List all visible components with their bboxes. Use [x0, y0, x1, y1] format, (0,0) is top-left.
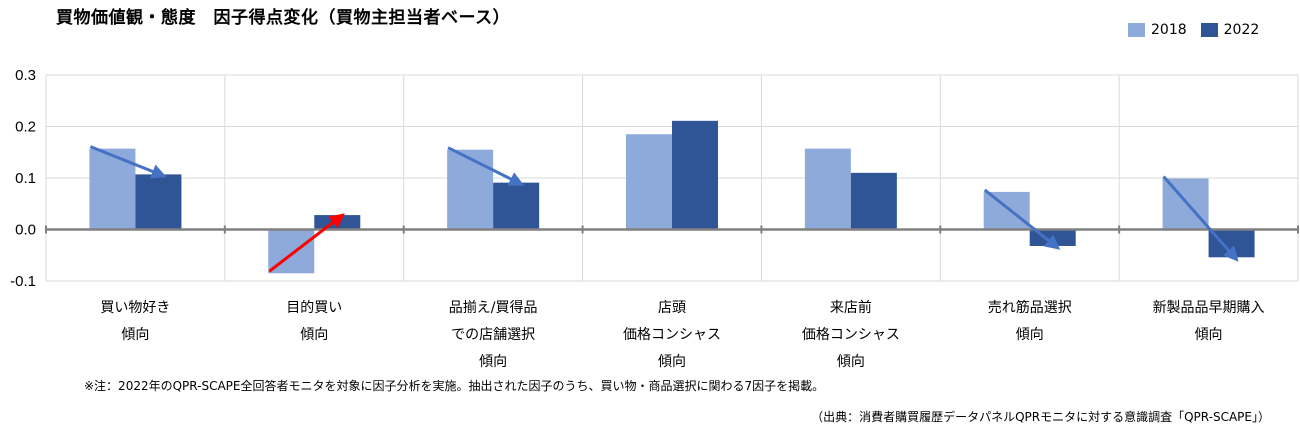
category-label: 店頭 [658, 300, 686, 316]
category-label: 価格コンシャス [623, 327, 721, 343]
category-label: 傾向 [121, 327, 149, 343]
legend-label-2022: 2022 [1223, 22, 1260, 38]
y-tick-label: 0.0 [15, 222, 36, 239]
category-label: 目的買い [286, 300, 342, 316]
category-label: 品揃え/買得品 [449, 299, 538, 316]
legend-item-2018: 2018 [1128, 22, 1187, 38]
source-note: （出典：消費者購買履歴データパネルQPRモニタに対する意識調査「QPR-SCAP… [811, 410, 1270, 424]
bar-2018-2 [447, 149, 494, 230]
change-arrow-5 [983, 188, 1061, 250]
y-tick-label: 0.3 [15, 67, 36, 84]
category-label: 新製品品早期購入 [1153, 300, 1265, 316]
category-label: 傾向 [1195, 327, 1223, 343]
category-label: 傾向 [479, 354, 507, 370]
y-tick-label: 0.2 [15, 119, 36, 136]
bar-2022-0 [135, 174, 182, 230]
category-label: 買い物好き [100, 300, 170, 316]
bar-2022-1 [314, 215, 361, 230]
category-label: 傾向 [837, 354, 865, 370]
category-label: 傾向 [1016, 327, 1044, 343]
legend-label-2018: 2018 [1151, 22, 1187, 38]
legend: 2018 2022 [1128, 22, 1273, 38]
legend-swatch-2018 [1128, 23, 1145, 37]
chart-title: 買物価値観・態度 因子得点変化（買物主担当者ベース） [56, 8, 511, 28]
change-arrow-0 [89, 145, 167, 179]
category-label: 価格コンシャス [802, 327, 900, 343]
category-label: 売れ筋品選択 [988, 299, 1072, 316]
y-tick-label: 0.1 [15, 170, 36, 187]
category-label: 傾向 [658, 354, 686, 370]
change-arrow-1 [268, 213, 345, 273]
bar-2018-4 [804, 148, 851, 230]
bar-2022-3 [672, 120, 718, 230]
change-arrow-2 [447, 146, 525, 186]
bar-2022-4 [850, 172, 897, 230]
legend-item-2022: 2022 [1200, 22, 1260, 38]
category-label: での店舗選択 [451, 327, 535, 343]
bar-2018-5 [983, 191, 1030, 230]
category-label: 来店前 [830, 299, 872, 316]
footnote: ※注：2022年のQPR-SCAPE全回答者モニタを対象に因子分析を実施。抽出さ… [84, 379, 825, 393]
legend-swatch-2022 [1200, 23, 1218, 37]
y-tick-label: -0.1 [10, 273, 36, 290]
bar-2018-3 [626, 134, 672, 230]
bar-2022-2 [493, 182, 540, 230]
category-label: 傾向 [300, 327, 328, 343]
change-arrow-6 [1162, 175, 1239, 262]
